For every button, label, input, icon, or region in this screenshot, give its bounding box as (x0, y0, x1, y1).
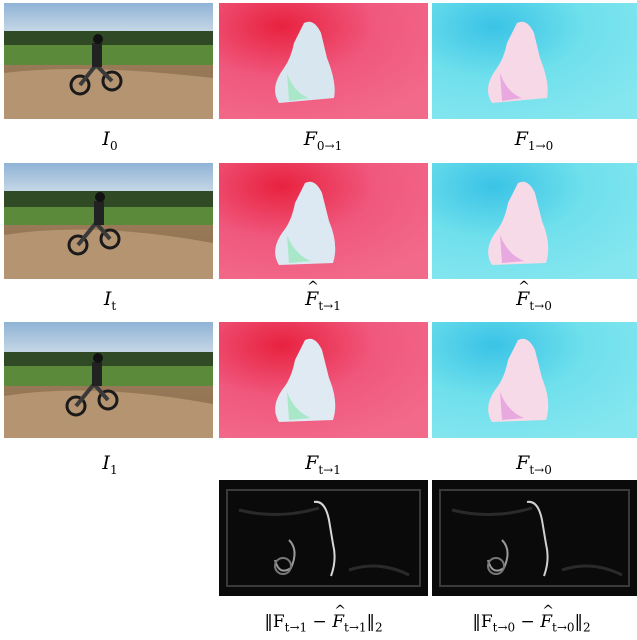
frame-i0-image (4, 3, 213, 119)
caption-flow-hat-t-to-0: Ft→0 (428, 279, 637, 313)
flow-t-to-1-image (219, 322, 428, 438)
caption-flow-hat-t-to-1: Ft→1 (217, 279, 429, 313)
frame-it-image (4, 163, 213, 279)
error-map-t-to-1-image (219, 480, 428, 596)
caption-i1: I1 (102, 452, 118, 477)
caption-it: It (103, 288, 117, 313)
caption-flow-t-to-0: Ft→0 (516, 452, 552, 477)
caption-flow-0to1: F0→1 (303, 128, 343, 153)
caption-error-t-to-0: ‖Ft→0 − Ft→0‖2 (424, 603, 637, 634)
flow-hat-t-to-1-image (219, 163, 428, 279)
frame-i1-image (4, 322, 213, 438)
caption-flow-1to0: F1→0 (514, 128, 554, 153)
flow-hat-t-to-0-image (432, 163, 637, 279)
caption-i0: I0 (102, 128, 118, 153)
flow-0to1-image (219, 3, 428, 119)
caption-error-t-to-1: ‖Ft→1 − Ft→1‖2 (216, 603, 431, 634)
caption-flow-t-to-1: Ft→1 (305, 452, 341, 477)
flow-t-to-0-image (432, 322, 637, 438)
error-map-t-to-0-image (432, 480, 637, 596)
flow-1to0-image (432, 3, 637, 119)
